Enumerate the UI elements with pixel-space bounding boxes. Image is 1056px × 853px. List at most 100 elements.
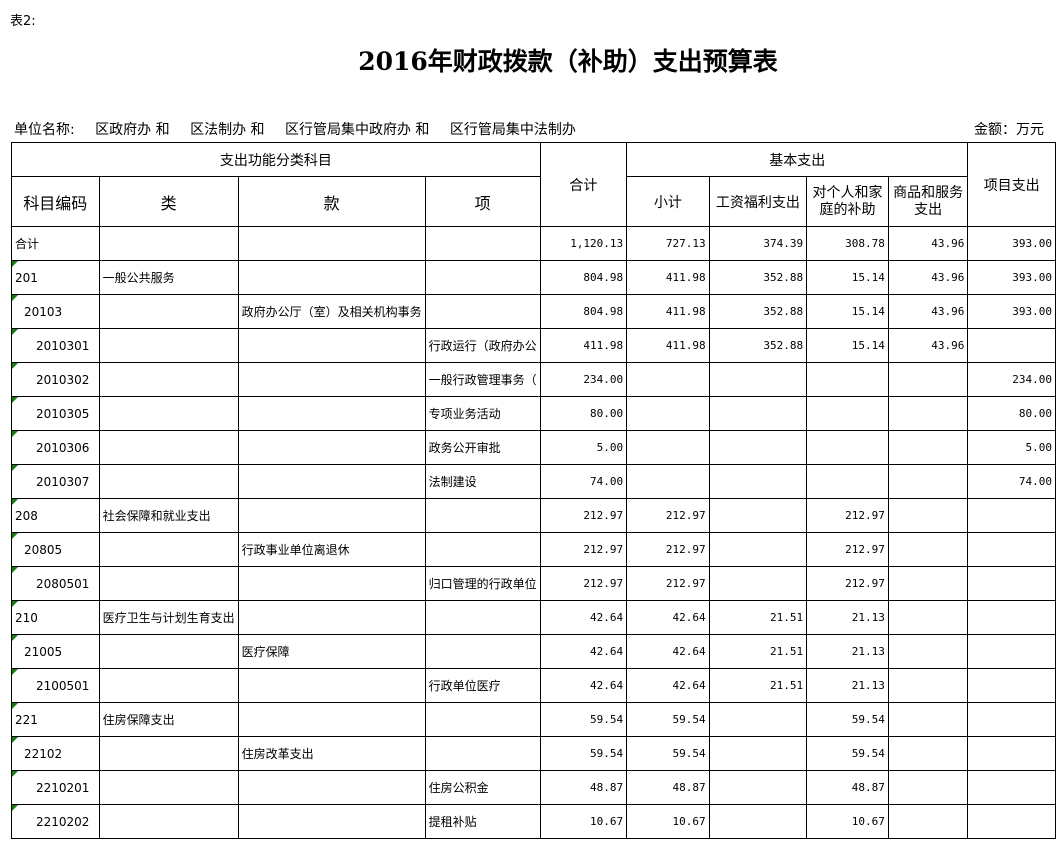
- cell-wages[interactable]: 352.88: [708, 260, 808, 295]
- cell-wages[interactable]: [708, 770, 808, 805]
- cell-subtotal[interactable]: [626, 430, 710, 465]
- cell-lei[interactable]: [98, 668, 239, 703]
- cell-personal[interactable]: 59.54: [806, 736, 889, 771]
- cell-kuan[interactable]: 住房改革支出: [237, 736, 426, 771]
- cell-goods[interactable]: [887, 668, 969, 703]
- cell-xiang[interactable]: 行政单位医疗: [424, 668, 541, 703]
- cell-lei[interactable]: [98, 532, 239, 567]
- cell-project[interactable]: [967, 736, 1056, 771]
- cell-code[interactable]: 22102: [11, 736, 100, 771]
- cell-total[interactable]: 42.64: [539, 668, 628, 703]
- cell-code[interactable]: 2010306: [11, 430, 100, 465]
- cell-project[interactable]: 80.00: [967, 396, 1056, 431]
- cell-goods[interactable]: 43.96: [887, 226, 969, 261]
- cell-personal[interactable]: 59.54: [806, 702, 889, 737]
- cell-xiang[interactable]: 专项业务活动: [424, 396, 541, 431]
- cell-total[interactable]: 80.00: [539, 396, 628, 431]
- cell-code[interactable]: 2210201: [11, 770, 100, 805]
- cell-personal[interactable]: 15.14: [806, 294, 889, 329]
- cell-total[interactable]: 212.97: [539, 532, 628, 567]
- cell-lei[interactable]: [98, 396, 239, 431]
- cell-xiang[interactable]: [424, 736, 541, 771]
- cell-xiang[interactable]: [424, 226, 541, 261]
- cell-personal[interactable]: 21.13: [806, 600, 889, 635]
- cell-goods[interactable]: [887, 600, 969, 635]
- cell-wages[interactable]: [708, 498, 808, 533]
- cell-project[interactable]: 5.00: [967, 430, 1056, 465]
- cell-kuan[interactable]: [237, 770, 426, 805]
- cell-goods[interactable]: 43.96: [887, 260, 969, 295]
- cell-goods[interactable]: [887, 736, 969, 771]
- cell-goods[interactable]: [887, 464, 969, 499]
- cell-project[interactable]: 393.00: [967, 260, 1056, 295]
- cell-kuan[interactable]: [237, 328, 426, 363]
- cell-wages[interactable]: [708, 736, 808, 771]
- cell-goods[interactable]: [887, 566, 969, 601]
- cell-personal[interactable]: 212.97: [806, 566, 889, 601]
- cell-wages[interactable]: [708, 430, 808, 465]
- cell-project[interactable]: [967, 702, 1056, 737]
- cell-lei[interactable]: [98, 566, 239, 601]
- cell-personal[interactable]: [806, 464, 889, 499]
- cell-xiang[interactable]: 法制建设: [424, 464, 541, 499]
- cell-subtotal[interactable]: 42.64: [626, 600, 710, 635]
- cell-wages[interactable]: [708, 362, 808, 397]
- cell-goods[interactable]: [887, 498, 969, 533]
- cell-xiang[interactable]: [424, 532, 541, 567]
- cell-kuan[interactable]: [237, 804, 426, 839]
- cell-code[interactable]: 2010302: [11, 362, 100, 397]
- cell-lei[interactable]: [98, 430, 239, 465]
- cell-project[interactable]: [967, 566, 1056, 601]
- cell-xiang[interactable]: [424, 702, 541, 737]
- cell-kuan[interactable]: [237, 464, 426, 499]
- cell-kuan[interactable]: [237, 260, 426, 295]
- cell-personal[interactable]: [806, 362, 889, 397]
- cell-lei[interactable]: [98, 804, 239, 839]
- cell-subtotal[interactable]: [626, 464, 710, 499]
- cell-lei[interactable]: [98, 770, 239, 805]
- cell-personal[interactable]: 21.13: [806, 668, 889, 703]
- cell-code[interactable]: 20103: [11, 294, 100, 329]
- cell-subtotal[interactable]: 411.98: [626, 328, 710, 363]
- cell-total[interactable]: 42.64: [539, 600, 628, 635]
- cell-project[interactable]: [967, 600, 1056, 635]
- cell-xiang[interactable]: [424, 260, 541, 295]
- cell-wages[interactable]: 21.51: [708, 600, 808, 635]
- cell-goods[interactable]: [887, 770, 969, 805]
- cell-xiang[interactable]: [424, 294, 541, 329]
- cell-subtotal[interactable]: 10.67: [626, 804, 710, 839]
- cell-kuan[interactable]: [237, 226, 426, 261]
- cell-xiang[interactable]: 一般行政管理事务（: [424, 362, 541, 397]
- cell-project[interactable]: [967, 770, 1056, 805]
- cell-code[interactable]: 2010305: [11, 396, 100, 431]
- cell-subtotal[interactable]: 59.54: [626, 736, 710, 771]
- cell-wages[interactable]: [708, 566, 808, 601]
- cell-wages[interactable]: [708, 532, 808, 567]
- cell-wages[interactable]: 21.51: [708, 634, 808, 669]
- cell-project[interactable]: [967, 532, 1056, 567]
- cell-goods[interactable]: [887, 532, 969, 567]
- cell-kuan[interactable]: [237, 600, 426, 635]
- cell-goods[interactable]: [887, 804, 969, 839]
- cell-code[interactable]: 2080501: [11, 566, 100, 601]
- cell-subtotal[interactable]: 59.54: [626, 702, 710, 737]
- cell-subtotal[interactable]: 212.97: [626, 532, 710, 567]
- cell-goods[interactable]: [887, 396, 969, 431]
- cell-xiang[interactable]: [424, 634, 541, 669]
- cell-kuan[interactable]: [237, 566, 426, 601]
- cell-personal[interactable]: 15.14: [806, 328, 889, 363]
- cell-xiang[interactable]: 归口管理的行政单位: [424, 566, 541, 601]
- cell-subtotal[interactable]: 212.97: [626, 566, 710, 601]
- cell-total[interactable]: 411.98: [539, 328, 628, 363]
- cell-lei[interactable]: [98, 294, 239, 329]
- cell-subtotal[interactable]: 42.64: [626, 634, 710, 669]
- cell-xiang[interactable]: [424, 498, 541, 533]
- cell-personal[interactable]: [806, 430, 889, 465]
- cell-lei[interactable]: [98, 226, 239, 261]
- cell-personal[interactable]: [806, 396, 889, 431]
- cell-personal[interactable]: 48.87: [806, 770, 889, 805]
- cell-personal[interactable]: 21.13: [806, 634, 889, 669]
- cell-kuan[interactable]: [237, 498, 426, 533]
- cell-code[interactable]: 2100501: [11, 668, 100, 703]
- cell-personal[interactable]: 308.78: [806, 226, 889, 261]
